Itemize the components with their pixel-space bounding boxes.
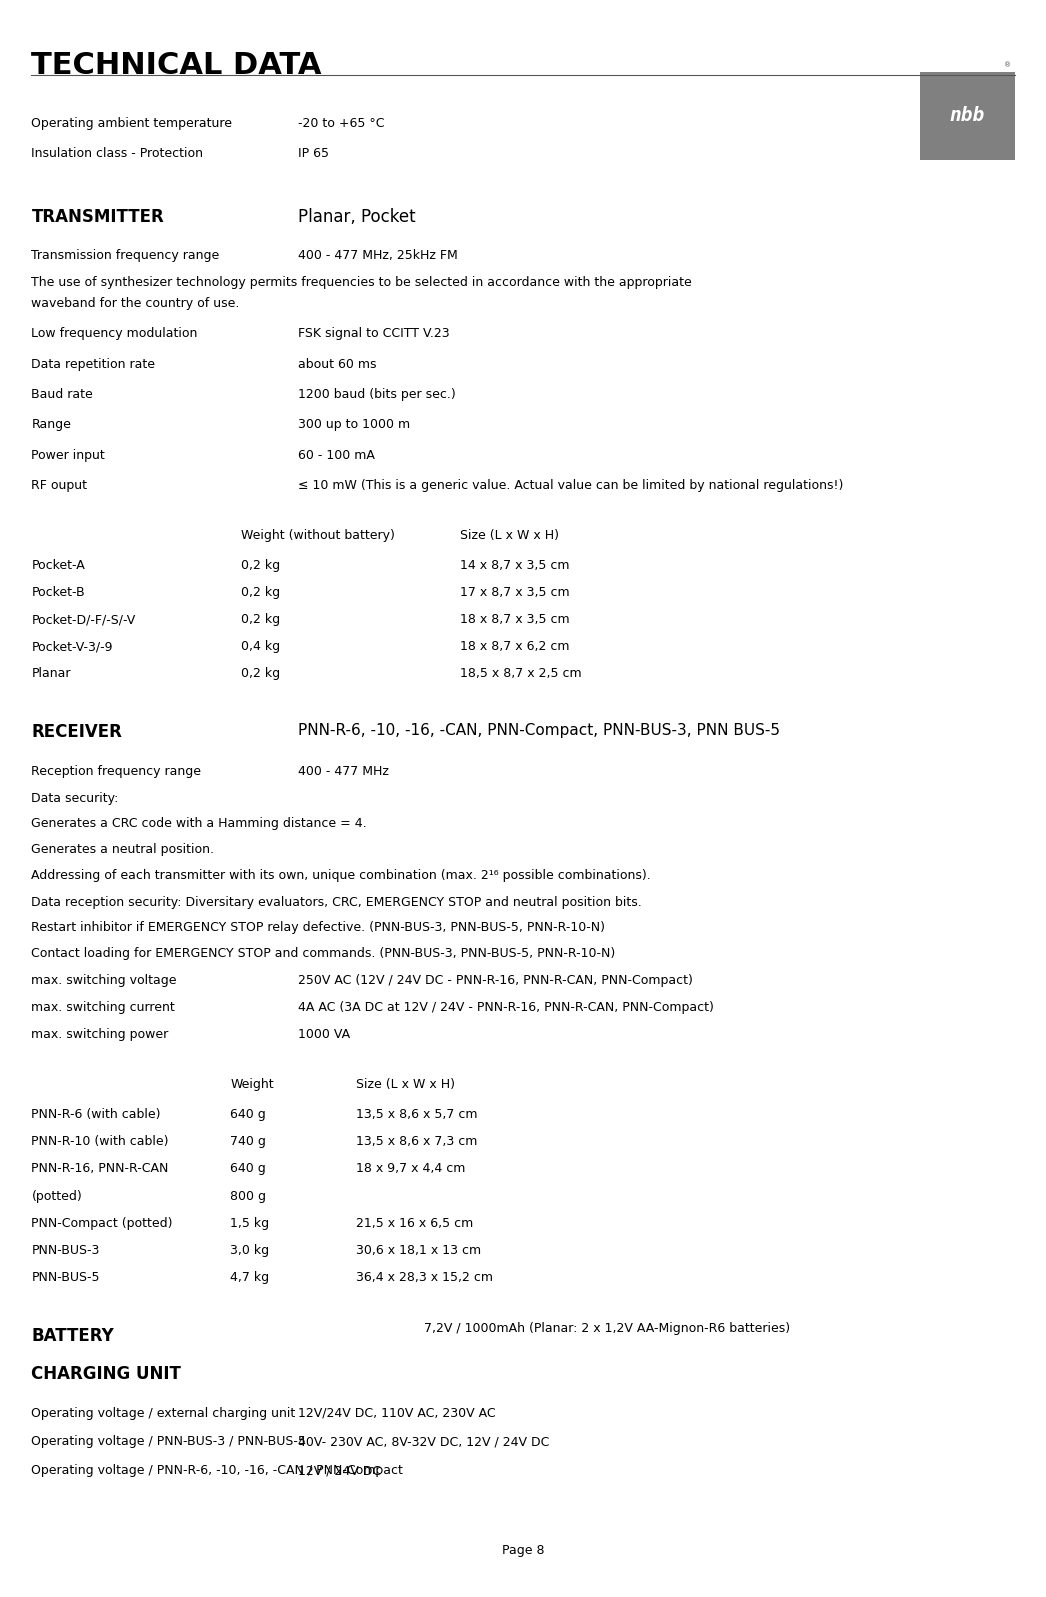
Text: Pocket-B: Pocket-B — [31, 586, 85, 599]
Text: BATTERY: BATTERY — [31, 1327, 114, 1345]
Bar — [920, 72, 1015, 160]
Text: Range: Range — [31, 418, 71, 431]
Text: ≤ 10 mW (This is a generic value. Actual value can be limited by national regula: ≤ 10 mW (This is a generic value. Actual… — [298, 479, 843, 492]
Text: 12V/24V DC, 110V AC, 230V AC: 12V/24V DC, 110V AC, 230V AC — [298, 1407, 496, 1420]
Text: 13,5 x 8,6 x 7,3 cm: 13,5 x 8,6 x 7,3 cm — [356, 1135, 477, 1148]
Text: Addressing of each transmitter with its own, unique combination (max. 2¹⁶ possib: Addressing of each transmitter with its … — [31, 869, 651, 882]
Text: Page 8: Page 8 — [502, 1544, 544, 1557]
Text: Low frequency modulation: Low frequency modulation — [31, 327, 198, 340]
Text: 800 g: 800 g — [230, 1190, 266, 1203]
Text: Generates a CRC code with a Hamming distance = 4.: Generates a CRC code with a Hamming dist… — [31, 818, 367, 830]
Text: Contact loading for EMERGENCY STOP and commands. (PNN-BUS-3, PNN-BUS-5, PNN-R-10: Contact loading for EMERGENCY STOP and c… — [31, 947, 616, 960]
Text: Operating voltage / PNN-R-6, -10, -16, -CAN / PNN-Compact: Operating voltage / PNN-R-6, -10, -16, -… — [31, 1464, 404, 1477]
Text: PNN-R-6, -10, -16, -CAN, PNN-Compact, PNN-BUS-3, PNN BUS-5: PNN-R-6, -10, -16, -CAN, PNN-Compact, PN… — [298, 723, 780, 738]
Text: Power input: Power input — [31, 449, 106, 462]
Text: Weight (without battery): Weight (without battery) — [241, 529, 394, 541]
Text: Insulation class - Protection: Insulation class - Protection — [31, 147, 203, 160]
Text: 1000 VA: 1000 VA — [298, 1028, 350, 1041]
Text: PNN-BUS-3: PNN-BUS-3 — [31, 1244, 99, 1257]
Text: CHARGING UNIT: CHARGING UNIT — [31, 1365, 181, 1383]
Text: PNN-BUS-5: PNN-BUS-5 — [31, 1271, 99, 1284]
Text: Size (L x W x H): Size (L x W x H) — [460, 529, 560, 541]
Text: 4,7 kg: 4,7 kg — [230, 1271, 269, 1284]
Text: (potted): (potted) — [31, 1190, 83, 1203]
Text: PNN-R-16, PNN-R-CAN: PNN-R-16, PNN-R-CAN — [31, 1163, 168, 1175]
Text: Operating ambient temperature: Operating ambient temperature — [31, 117, 232, 129]
Text: Data reception security: Diversitary evaluators, CRC, EMERGENCY STOP and neutral: Data reception security: Diversitary eva… — [31, 896, 642, 909]
Text: Size (L x W x H): Size (L x W x H) — [356, 1078, 455, 1091]
Text: 18 x 8,7 x 3,5 cm: 18 x 8,7 x 3,5 cm — [460, 613, 570, 626]
Text: 18 x 8,7 x 6,2 cm: 18 x 8,7 x 6,2 cm — [460, 640, 570, 653]
Text: 400 - 477 MHz: 400 - 477 MHz — [298, 765, 389, 778]
Text: 640 g: 640 g — [230, 1163, 266, 1175]
Text: 14 x 8,7 x 3,5 cm: 14 x 8,7 x 3,5 cm — [460, 559, 570, 572]
Text: Transmission frequency range: Transmission frequency range — [31, 249, 220, 262]
Text: 4A AC (3A DC at 12V / 24V - PNN-R-16, PNN-R-CAN, PNN-Compact): 4A AC (3A DC at 12V / 24V - PNN-R-16, PN… — [298, 1001, 714, 1014]
Text: 0,2 kg: 0,2 kg — [241, 559, 279, 572]
Text: Data security:: Data security: — [31, 792, 119, 805]
Text: 250V AC (12V / 24V DC - PNN-R-16, PNN-R-CAN, PNN-Compact): 250V AC (12V / 24V DC - PNN-R-16, PNN-R-… — [298, 974, 693, 987]
Text: waveband for the country of use.: waveband for the country of use. — [31, 297, 240, 310]
Text: Generates a neutral position.: Generates a neutral position. — [31, 843, 214, 856]
Text: 30,6 x 18,1 x 13 cm: 30,6 x 18,1 x 13 cm — [356, 1244, 481, 1257]
Text: 0,2 kg: 0,2 kg — [241, 668, 279, 680]
Text: 640 g: 640 g — [230, 1108, 266, 1121]
Text: 0,2 kg: 0,2 kg — [241, 586, 279, 599]
Text: TRANSMITTER: TRANSMITTER — [31, 208, 164, 225]
Text: 60 - 100 mA: 60 - 100 mA — [298, 449, 374, 462]
Text: 36,4 x 28,3 x 15,2 cm: 36,4 x 28,3 x 15,2 cm — [356, 1271, 493, 1284]
Text: max. switching voltage: max. switching voltage — [31, 974, 177, 987]
Text: 13,5 x 8,6 x 5,7 cm: 13,5 x 8,6 x 5,7 cm — [356, 1108, 477, 1121]
Text: max. switching power: max. switching power — [31, 1028, 168, 1041]
Text: -20 to +65 °C: -20 to +65 °C — [298, 117, 385, 129]
Text: 0,2 kg: 0,2 kg — [241, 613, 279, 626]
Text: Operating voltage / external charging unit: Operating voltage / external charging un… — [31, 1407, 296, 1420]
Text: max. switching current: max. switching current — [31, 1001, 175, 1014]
Text: 400 - 477 MHz, 25kHz FM: 400 - 477 MHz, 25kHz FM — [298, 249, 458, 262]
Text: 40V- 230V AC, 8V-32V DC, 12V / 24V DC: 40V- 230V AC, 8V-32V DC, 12V / 24V DC — [298, 1436, 549, 1448]
Text: 12V / 24V DC: 12V / 24V DC — [298, 1464, 381, 1477]
Text: about 60 ms: about 60 ms — [298, 358, 377, 371]
Text: 1200 baud (bits per sec.): 1200 baud (bits per sec.) — [298, 388, 456, 401]
Text: 18 x 9,7 x 4,4 cm: 18 x 9,7 x 4,4 cm — [356, 1163, 465, 1175]
Text: Data repetition rate: Data repetition rate — [31, 358, 156, 371]
Text: Planar: Planar — [31, 668, 71, 680]
Text: 740 g: 740 g — [230, 1135, 266, 1148]
Text: FSK signal to CCITT V.23: FSK signal to CCITT V.23 — [298, 327, 450, 340]
Text: Restart inhibitor if EMERGENCY STOP relay defective. (PNN-BUS-3, PNN-BUS-5, PNN-: Restart inhibitor if EMERGENCY STOP rela… — [31, 921, 606, 934]
Text: 18,5 x 8,7 x 2,5 cm: 18,5 x 8,7 x 2,5 cm — [460, 668, 582, 680]
Text: Baud rate: Baud rate — [31, 388, 93, 401]
Text: TECHNICAL DATA: TECHNICAL DATA — [31, 51, 322, 80]
Text: 21,5 x 16 x 6,5 cm: 21,5 x 16 x 6,5 cm — [356, 1217, 473, 1230]
Text: RF ouput: RF ouput — [31, 479, 88, 492]
Text: 7,2V / 1000mAh (Planar: 2 x 1,2V AA-Mignon-R6 batteries): 7,2V / 1000mAh (Planar: 2 x 1,2V AA-Mign… — [424, 1322, 790, 1335]
Text: RECEIVER: RECEIVER — [31, 723, 122, 741]
Text: nbb: nbb — [950, 107, 985, 125]
Text: Pocket-A: Pocket-A — [31, 559, 85, 572]
Text: Operating voltage / PNN-BUS-3 / PNN-BUS-5: Operating voltage / PNN-BUS-3 / PNN-BUS-… — [31, 1436, 306, 1448]
Text: IP 65: IP 65 — [298, 147, 329, 160]
Text: PNN-R-10 (with cable): PNN-R-10 (with cable) — [31, 1135, 168, 1148]
Text: Pocket-V-3/-9: Pocket-V-3/-9 — [31, 640, 113, 653]
Text: ®: ® — [1004, 62, 1011, 69]
Text: Weight: Weight — [230, 1078, 274, 1091]
Text: PNN-Compact (potted): PNN-Compact (potted) — [31, 1217, 173, 1230]
Text: PNN-R-6 (with cable): PNN-R-6 (with cable) — [31, 1108, 161, 1121]
Text: 0,4 kg: 0,4 kg — [241, 640, 279, 653]
Text: 17 x 8,7 x 3,5 cm: 17 x 8,7 x 3,5 cm — [460, 586, 570, 599]
Text: Reception frequency range: Reception frequency range — [31, 765, 202, 778]
Text: 300 up to 1000 m: 300 up to 1000 m — [298, 418, 410, 431]
Text: 3,0 kg: 3,0 kg — [230, 1244, 269, 1257]
Text: The use of synthesizer technology permits frequencies to be selected in accordan: The use of synthesizer technology permit… — [31, 276, 692, 289]
Text: 1,5 kg: 1,5 kg — [230, 1217, 269, 1230]
Text: Planar, Pocket: Planar, Pocket — [298, 208, 415, 225]
Text: Pocket-D/-F/-S/-V: Pocket-D/-F/-S/-V — [31, 613, 136, 626]
